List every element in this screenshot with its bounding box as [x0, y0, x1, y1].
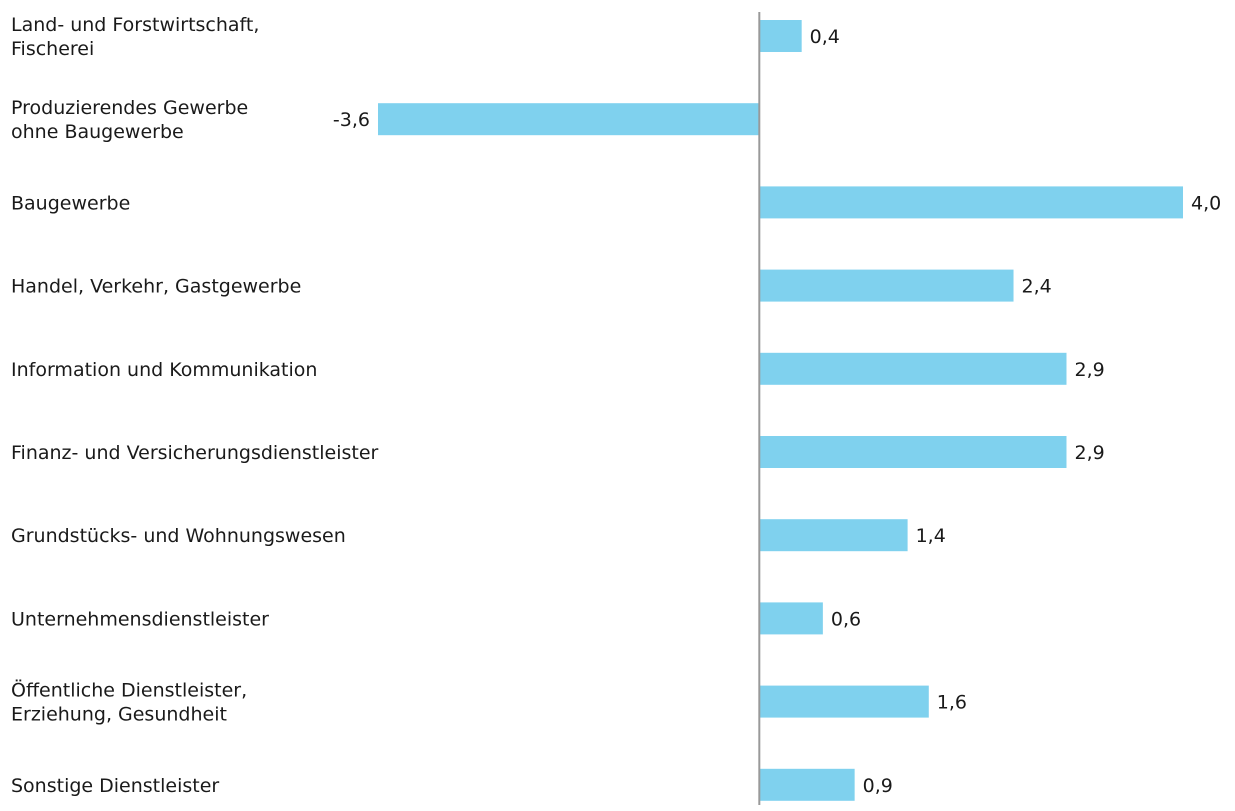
bar [759, 352, 1067, 385]
bar [759, 20, 802, 52]
value-label: 1,6 [937, 692, 967, 714]
value-label: 0,4 [810, 26, 840, 48]
bar [759, 269, 1014, 302]
category-label: Produzierendes Gewerbe ohne Baugewerbe [11, 97, 248, 143]
category-label: Land- und Forstwirtschaft, Fischerei [11, 14, 259, 60]
category-label: Grundstücks- und Wohnungswesen [11, 525, 346, 547]
value-label: 2,9 [1074, 359, 1104, 381]
category-label: Information und Kommunikation [11, 359, 317, 381]
value-label: 2,4 [1022, 276, 1052, 298]
value-label: 4,0 [1191, 192, 1221, 214]
category-label: Handel, Verkehr, Gastgewerbe [11, 276, 301, 298]
bar [759, 186, 1183, 219]
value-label: 0,6 [831, 608, 861, 630]
bar [759, 768, 855, 801]
value-label: 2,9 [1074, 442, 1104, 464]
value-label: 0,9 [863, 775, 893, 797]
category-label: Sonstige Dienstleister [11, 775, 219, 797]
category-label: Baugewerbe [11, 192, 130, 214]
value-label: 1,4 [916, 525, 946, 547]
bar [759, 519, 908, 552]
bar [759, 685, 929, 718]
bar [759, 436, 1067, 468]
bar [759, 602, 823, 635]
category-label: Öffentliche Dienstleister, Erziehung, Ges… [11, 679, 247, 726]
category-label: Finanz- und Versicherungsdienstleister [11, 442, 379, 464]
category-label: Unternehmensdienstleister [11, 608, 269, 630]
value-label: -3,6 [333, 109, 370, 131]
bar [378, 103, 760, 136]
